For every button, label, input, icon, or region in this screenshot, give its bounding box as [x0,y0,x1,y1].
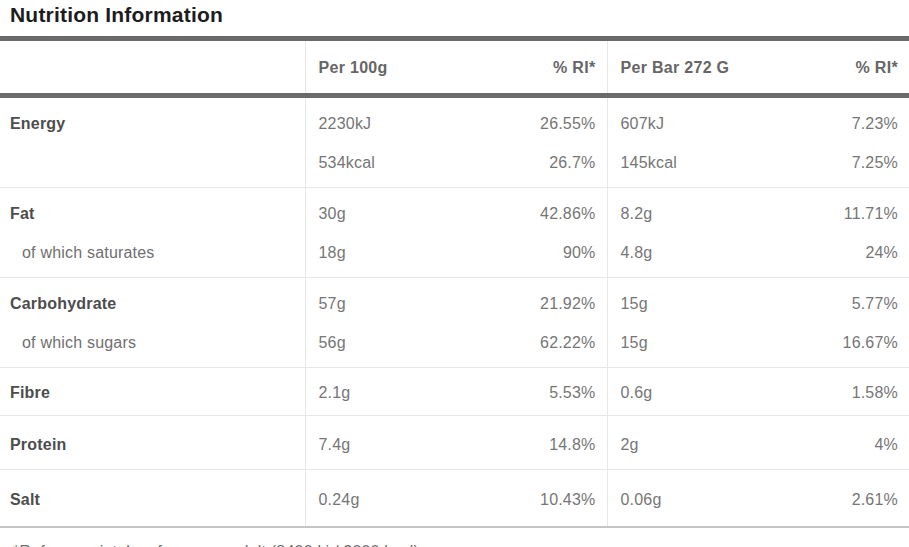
nutrient-label: Fibre [0,368,305,416]
ri-per-100g-value: 26.7% [450,143,607,188]
per-bar-value: 0.6g [607,368,757,416]
per-100g-value: 7.4g [305,416,450,470]
nutrient-label: Fat [0,188,305,234]
header-per-100g: Per 100g [305,39,450,96]
table-row-salt: Salt 0.24g 10.43% 0.06g 2.61% [0,470,909,528]
per-100g-value: 2230kJ [305,96,450,144]
per-bar-value: 2g [607,416,757,470]
page-title: Nutrition Information [0,3,909,27]
ri-per-bar-value: 7.25% [757,143,909,188]
ri-per-bar-value: 5.77% [757,278,909,324]
nutrient-sublabel: of which sugars [0,323,305,368]
nutrition-section: Nutrition Information Per 100g % RI* Per… [0,3,909,547]
per-100g-value: 2.1g [305,368,450,416]
per-bar-value: 15g [607,323,757,368]
ri-per-100g-value: 62.22% [450,323,607,368]
nutrient-label [0,143,305,188]
nutrient-label: Salt [0,470,305,528]
per-100g-value: 18g [305,233,450,278]
ri-per-bar-value: 11.71% [757,188,909,234]
table-row-energy-kcal: 534kcal 26.7% 145kcal 7.25% [0,143,909,188]
ri-per-100g-value: 26.55% [450,96,607,144]
nutrient-label: Energy [0,96,305,144]
per-bar-value: 4.8g [607,233,757,278]
table-row-carbohydrate: Carbohydrate 57g 21.92% 15g 5.77% [0,278,909,324]
nutrition-table: Per 100g % RI* Per Bar 272 G % RI* Energ… [0,36,909,528]
per-bar-value: 8.2g [607,188,757,234]
ri-per-100g-value: 42.86% [450,188,607,234]
ri-per-100g-value: 14.8% [450,416,607,470]
ri-per-bar-value: 7.23% [757,96,909,144]
per-bar-value: 0.06g [607,470,757,528]
header-ri-per-bar: % RI* [757,39,909,96]
nutrient-label: Protein [0,416,305,470]
ri-per-100g-value: 10.43% [450,470,607,528]
table-row-sugars: of which sugars 56g 62.22% 15g 16.67% [0,323,909,368]
header-per-bar: Per Bar 272 G [607,39,757,96]
table-row-protein: Protein 7.4g 14.8% 2g 4% [0,416,909,470]
table-header-row: Per 100g % RI* Per Bar 272 G % RI* [0,39,909,96]
table-row-fibre: Fibre 2.1g 5.53% 0.6g 1.58% [0,368,909,416]
table-row-energy-kj: Energy 2230kJ 26.55% 607kJ 7.23% [0,96,909,144]
ri-per-bar-value: 16.67% [757,323,909,368]
ri-per-100g-value: 21.92% [450,278,607,324]
ri-per-bar-value: 1.58% [757,368,909,416]
header-blank [0,39,305,96]
per-bar-value: 15g [607,278,757,324]
nutrient-label: Carbohydrate [0,278,305,324]
per-100g-value: 56g [305,323,450,368]
ri-per-100g-value: 5.53% [450,368,607,416]
per-100g-value: 57g [305,278,450,324]
per-100g-value: 0.24g [305,470,450,528]
per-bar-value: 607kJ [607,96,757,144]
table-row-fat: Fat 30g 42.86% 8.2g 11.71% [0,188,909,234]
ri-per-bar-value: 4% [757,416,909,470]
per-100g-value: 30g [305,188,450,234]
header-ri-per-100g: % RI* [450,39,607,96]
nutrient-sublabel: of which saturates [0,233,305,278]
per-bar-value: 145kcal [607,143,757,188]
ri-per-100g-value: 90% [450,233,607,278]
table-row-saturates: of which saturates 18g 90% 4.8g 24% [0,233,909,278]
reference-footnote: *Reference intake of average adult (8400… [0,543,909,547]
per-100g-value: 534kcal [305,143,450,188]
ri-per-bar-value: 2.61% [757,470,909,528]
ri-per-bar-value: 24% [757,233,909,278]
